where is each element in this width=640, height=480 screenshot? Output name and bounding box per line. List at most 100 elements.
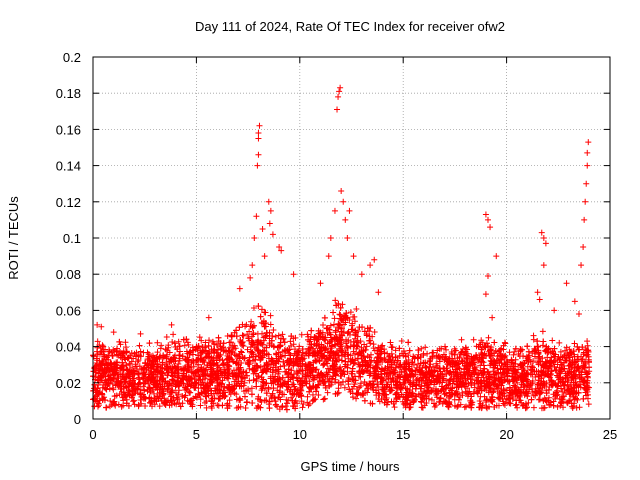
data-point <box>584 338 591 345</box>
data-point <box>388 344 395 351</box>
data-point <box>571 340 578 347</box>
data-point <box>361 397 368 404</box>
data-point <box>94 338 101 345</box>
data-point <box>569 387 576 394</box>
data-point <box>414 354 421 361</box>
data-point <box>562 390 569 397</box>
data-point <box>103 404 110 411</box>
data-point <box>154 349 161 356</box>
data-point <box>250 376 257 383</box>
chart-title: Day 111 of 2024, Rate Of TEC Index for r… <box>195 19 505 34</box>
data-point <box>519 402 526 409</box>
data-point <box>230 345 237 352</box>
data-point <box>539 328 546 335</box>
data-point <box>501 401 508 408</box>
data-point <box>364 389 371 396</box>
data-point <box>215 395 222 402</box>
data-point <box>324 389 331 396</box>
data-point <box>254 330 261 337</box>
data-point <box>241 393 248 400</box>
data-point <box>490 368 497 375</box>
data-point <box>428 396 435 403</box>
data-point <box>422 344 429 351</box>
data-point <box>323 325 330 332</box>
data-point <box>449 380 456 387</box>
data-point <box>242 404 249 411</box>
data-point <box>170 331 177 338</box>
data-point <box>367 351 374 358</box>
data-point <box>458 336 465 343</box>
data-point <box>267 312 274 319</box>
data-point <box>122 339 129 346</box>
data-point <box>248 318 255 325</box>
data-point <box>272 398 279 405</box>
data-point <box>353 395 360 402</box>
data-point <box>206 337 213 344</box>
data-point <box>530 336 537 343</box>
data-point <box>321 314 328 321</box>
data-point <box>305 402 312 409</box>
data-point <box>154 339 161 346</box>
data-point <box>476 397 483 404</box>
data-point <box>556 339 563 346</box>
data-point <box>398 337 405 344</box>
data-point <box>236 324 243 331</box>
data-point <box>112 402 119 409</box>
data-point <box>279 331 286 338</box>
data-point <box>298 331 305 338</box>
data-point <box>540 338 547 345</box>
data-point <box>151 390 158 397</box>
data-point <box>554 403 561 410</box>
data-point <box>284 400 291 407</box>
data-point <box>208 403 215 410</box>
data-point <box>246 377 253 384</box>
data-point <box>320 322 327 329</box>
data-point <box>471 384 478 391</box>
data-point <box>169 339 176 346</box>
data-point <box>341 384 348 391</box>
data-point <box>338 357 345 364</box>
data-point <box>304 399 311 406</box>
data-point <box>576 404 583 411</box>
data-point <box>335 320 342 327</box>
data-point <box>187 389 194 396</box>
data-point <box>461 404 468 411</box>
data-point <box>163 333 170 340</box>
data-point <box>583 392 590 399</box>
data-point <box>351 313 358 320</box>
data-point <box>371 329 378 336</box>
data-point <box>310 396 317 403</box>
data-point <box>357 383 364 390</box>
data-point <box>175 391 182 398</box>
data-point <box>580 395 587 402</box>
data-point <box>320 396 327 403</box>
data-point <box>391 404 398 411</box>
data-point <box>205 342 212 349</box>
data-point <box>306 400 313 407</box>
data-point <box>197 396 204 403</box>
data-point <box>527 371 534 378</box>
data-point <box>433 392 440 399</box>
data-point <box>158 342 165 349</box>
data-point <box>146 340 153 347</box>
data-point <box>443 346 450 353</box>
data-point <box>423 364 430 371</box>
data-points <box>90 84 593 413</box>
data-point <box>566 346 573 353</box>
data-point <box>240 332 247 339</box>
data-point <box>237 348 244 355</box>
data-point <box>336 311 343 318</box>
data-point <box>550 402 557 409</box>
data-point <box>214 402 221 409</box>
data-point <box>536 396 543 403</box>
data-point <box>454 402 461 409</box>
data-point <box>353 306 360 313</box>
data-point <box>250 329 257 336</box>
data-point <box>181 342 188 349</box>
data-point <box>315 392 322 399</box>
data-point <box>120 402 127 409</box>
data-point <box>586 364 593 371</box>
data-point <box>347 309 354 316</box>
data-point <box>418 345 425 352</box>
